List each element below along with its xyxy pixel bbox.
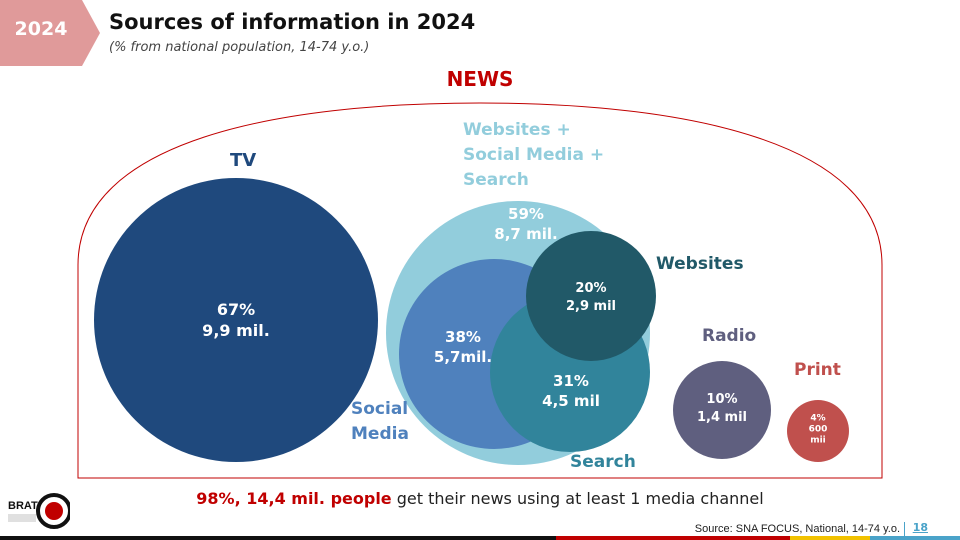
source-note: Source: SNA FOCUS, National, 14-74 y.o.	[694, 523, 900, 535]
radio-circle	[673, 361, 771, 459]
online-amount: 8,7 mil.	[494, 225, 558, 243]
online-percent: 59%	[508, 205, 544, 223]
bottom-color-bar	[0, 536, 960, 540]
bar-segment-yellow	[790, 536, 870, 540]
online-label-line-2: Social Media +	[463, 145, 605, 165]
online-value: 59% 8,7 mil.	[494, 204, 557, 244]
bar-segment-black	[0, 536, 556, 540]
summary-highlight: 98%, 14,4 mil. people	[196, 489, 392, 508]
bar-segment-blue	[870, 536, 960, 540]
online-label: Websites + Social Media + Search	[463, 118, 604, 193]
tv-percent: 67%	[216, 300, 256, 319]
print-amount: 600	[808, 424, 828, 435]
news-group-label: NEWS	[446, 67, 514, 91]
search-value: 31% 4,5 mil	[542, 371, 600, 411]
tv-value: 67% 9,9 mil.	[202, 299, 270, 341]
tv-label: TV	[230, 150, 257, 171]
websites-percent: 20%	[575, 281, 607, 296]
print-value: 4% 600 mii	[809, 414, 828, 447]
page-number: 18	[912, 521, 928, 534]
websites-circle	[526, 231, 656, 361]
brat-logo-text: BRAT	[8, 500, 38, 512]
social-media-value: 38% 5,7mil.	[434, 327, 492, 367]
search-amount: 4,5 mil	[542, 392, 600, 410]
radio-amount: 1,4 mil	[696, 410, 748, 425]
online-label-line-3: Search	[463, 170, 529, 190]
print-amount-unit: mii	[810, 435, 826, 446]
tv-amount: 9,9 mil.	[202, 321, 270, 340]
page-separator	[904, 522, 905, 536]
social-media-label-line-2: Media	[351, 424, 409, 444]
year-tab	[0, 0, 100, 66]
search-percent: 31%	[553, 372, 589, 390]
summary-rest: get their news using at least 1 media ch…	[391, 489, 764, 508]
page-subtitle: (% from national population, 14-74 y.o.)	[109, 40, 370, 55]
social-media-amount: 5,7mil.	[433, 348, 493, 366]
radio-percent: 10%	[706, 392, 738, 407]
summary-text: 98%, 14,4 mil. people get their news usi…	[0, 489, 960, 508]
social-media-percent: 38%	[445, 328, 481, 346]
websites-amount: 2,9 mil	[565, 299, 617, 314]
websites-value: 20% 2,9 mil	[566, 280, 616, 316]
radio-value: 10% 1,4 mil	[697, 391, 747, 427]
websites-label: Websites	[656, 254, 744, 274]
bar-segment-red	[556, 536, 790, 540]
tv-circle	[94, 178, 378, 462]
print-circle	[787, 400, 849, 462]
social-media-label-line-1: Social	[351, 399, 409, 419]
radio-label: Radio	[702, 326, 757, 346]
search-label: Search	[570, 452, 636, 472]
online-label-line-1: Websites +	[463, 120, 571, 140]
print-label: Print	[794, 360, 841, 380]
page-title: Sources of information in 2024	[109, 10, 476, 34]
social-media-label: Social Media	[351, 397, 409, 447]
brat-logo	[8, 493, 70, 529]
news-boundary	[77, 102, 883, 479]
print-percent: 4%	[810, 413, 826, 424]
year-badge: 2024	[14, 18, 68, 40]
